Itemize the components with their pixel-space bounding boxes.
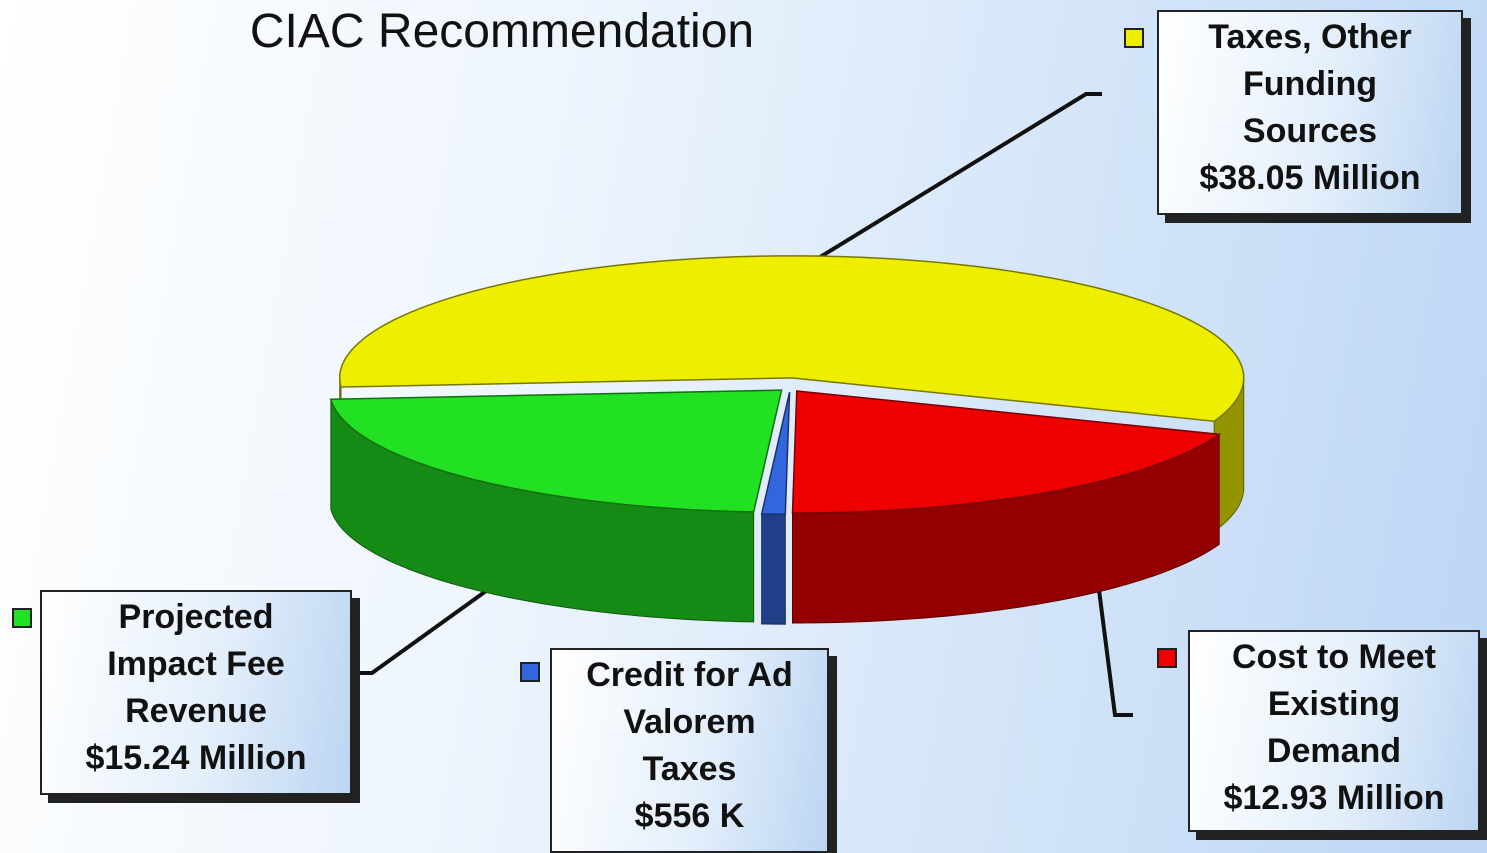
pie-slice (329, 389, 783, 513)
category-label: Taxes, Other Funding Sources (1208, 18, 1412, 150)
label-box: Taxes, Other Funding Sources $38.05 Milli… (1157, 10, 1463, 215)
value-label: $12.93 Million (1223, 779, 1445, 817)
value-label: $38.05 Million (1199, 159, 1421, 197)
slice-side (761, 513, 786, 625)
category-label: Credit for Ad Valorem Taxes (586, 656, 793, 788)
legend-marker (1124, 28, 1144, 48)
pie-slice (791, 390, 1222, 514)
slice-tops (329, 255, 1245, 515)
pie-slice (338, 255, 1245, 423)
label-box: Credit for Ad Valorem Taxes $556 K (550, 648, 829, 853)
legend-marker (1157, 648, 1177, 668)
leader-line (1096, 581, 1133, 717)
category-label: Projected Impact Fee Revenue (107, 598, 285, 730)
pie-slice (760, 392, 791, 515)
legend-marker (12, 608, 32, 628)
chart-title: CIAC Recommendation (249, 5, 755, 58)
label-box: Projected Impact Fee Revenue $15.24 Milli… (40, 590, 352, 795)
legend-marker (520, 662, 540, 682)
category-label: Cost to Meet Existing Demand (1232, 638, 1436, 770)
value-label: $556 K (634, 797, 745, 835)
leader-line (810, 92, 1102, 264)
leader-line (357, 584, 495, 675)
label-box: Cost to Meet Existing Demand $12.93 Milli… (1188, 630, 1480, 832)
value-label: $15.24 Million (85, 739, 307, 777)
leader-lines (357, 92, 1133, 717)
